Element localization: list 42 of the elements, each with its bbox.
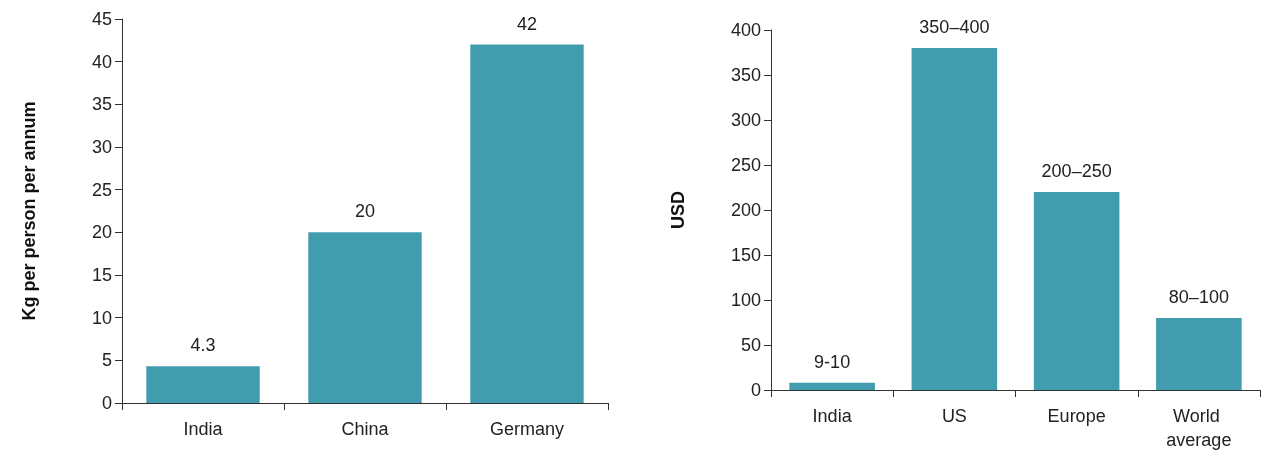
data-label: 20 bbox=[354, 201, 376, 222]
data-label: 9-10 bbox=[814, 351, 851, 372]
y-tick-label: 15 bbox=[91, 265, 112, 285]
bar bbox=[911, 48, 998, 390]
y-tick-label: 40 bbox=[91, 51, 112, 72]
x-tick-label: Germany bbox=[489, 419, 565, 439]
x-tick-label: India bbox=[183, 419, 224, 439]
y-tick-label: 400 bbox=[730, 20, 761, 40]
x-tick-label: World average bbox=[1166, 406, 1232, 450]
y-tick-label: 35 bbox=[91, 94, 112, 115]
y-tick-label: 150 bbox=[730, 245, 761, 265]
x-tick-label: India bbox=[812, 406, 853, 426]
y-tick-label: 300 bbox=[730, 110, 761, 130]
y-tick-label: 250 bbox=[730, 155, 761, 175]
data-label: 80–100 bbox=[1168, 287, 1229, 307]
y-tick-label: 5 bbox=[101, 350, 112, 371]
bar bbox=[789, 382, 875, 390]
bar bbox=[470, 44, 584, 403]
y-axis-title: USD bbox=[668, 190, 688, 230]
y-tick-label: 0 bbox=[750, 380, 761, 400]
data-label: 42 bbox=[516, 13, 538, 34]
y-tick-label: 10 bbox=[91, 307, 112, 328]
data-label: 350–400 bbox=[919, 17, 990, 37]
y-tick-label: 20 bbox=[91, 222, 112, 243]
data-label: 200–250 bbox=[1041, 161, 1112, 181]
y-tick-label: 350 bbox=[730, 65, 761, 85]
y-tick-label: 45 bbox=[91, 9, 112, 29]
y-axis-title: Kg per person per annum bbox=[19, 101, 39, 321]
y-tick-label: 50 bbox=[740, 335, 761, 355]
bar bbox=[1156, 318, 1242, 390]
x-tick-label: China bbox=[341, 419, 390, 439]
bar bbox=[146, 366, 260, 403]
bar bbox=[1033, 192, 1120, 390]
y-tick-label: 100 bbox=[730, 290, 761, 310]
data-label: 4.3 bbox=[190, 335, 216, 356]
bar bbox=[308, 232, 422, 403]
y-tick-label: 200 bbox=[730, 200, 761, 220]
y-tick-label: 30 bbox=[91, 137, 112, 157]
y-tick-label: 0 bbox=[101, 393, 112, 413]
x-tick-label: Europe bbox=[1047, 406, 1106, 426]
x-tick-label: US bbox=[941, 406, 967, 426]
y-tick-label: 25 bbox=[91, 179, 112, 200]
